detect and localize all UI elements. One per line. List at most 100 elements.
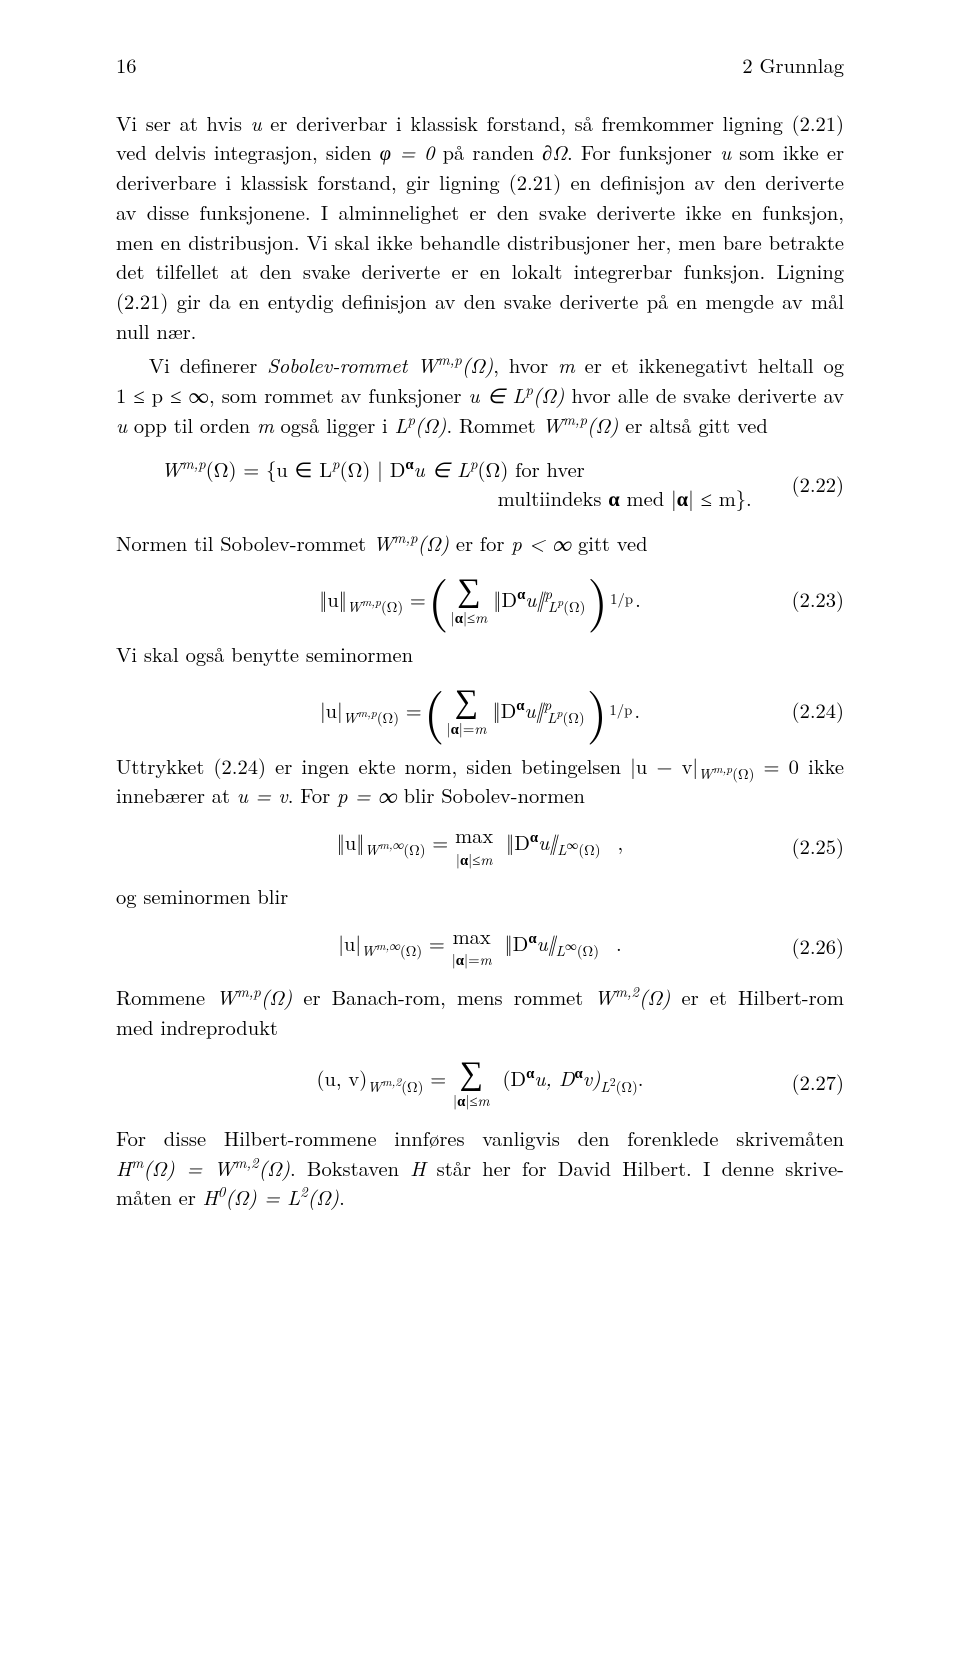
sub: L bbox=[557, 839, 566, 860]
equation-number: (2.25) bbox=[792, 831, 844, 861]
sup: α bbox=[405, 453, 413, 474]
text: som ikke er deriverbare i klassisk forst… bbox=[116, 137, 844, 344]
sym: (Ω) bbox=[415, 410, 446, 439]
sym: ‖D bbox=[492, 695, 516, 724]
text: Normen til Sobolev-rommet bbox=[116, 528, 373, 557]
sym: m bbox=[480, 949, 492, 970]
paragraph-6: og seminormen blir bbox=[116, 881, 844, 911]
sym: (Ω) bbox=[308, 1182, 339, 1211]
sym: ‖u‖ bbox=[337, 827, 365, 856]
text: hvor alle de svake deriverte av bbox=[564, 380, 844, 409]
sym: α bbox=[456, 949, 464, 970]
sup: m bbox=[131, 1152, 143, 1173]
math-inline: Wm,2(Ω) bbox=[594, 982, 670, 1011]
sym: (Ω) bbox=[462, 350, 493, 379]
sym: (Ω) bbox=[587, 410, 618, 439]
sup: m,p bbox=[393, 527, 417, 548]
math-inline: Wm,p(Ω) bbox=[373, 528, 449, 557]
sym: | ≤ m}. bbox=[688, 483, 752, 512]
sym: . bbox=[638, 1063, 644, 1092]
text: . Bokstaven bbox=[290, 1153, 410, 1182]
sym: (Ω) bbox=[261, 982, 292, 1011]
sym: W bbox=[542, 410, 562, 439]
text: er for bbox=[449, 528, 511, 557]
sup: m,p bbox=[237, 981, 261, 1002]
math-inline: p = ∞ bbox=[337, 780, 397, 809]
sym: m bbox=[478, 1090, 490, 1111]
sym: |u − v| bbox=[630, 751, 698, 780]
sup: m,∞ bbox=[376, 938, 400, 954]
sym: . bbox=[634, 695, 640, 725]
sym: (D bbox=[502, 1063, 526, 1092]
sym: ‖u‖ bbox=[319, 584, 347, 613]
sum-symbol: ∑ bbox=[457, 564, 480, 611]
sub: (Ω) bbox=[563, 596, 585, 617]
text: . For bbox=[288, 780, 337, 809]
sub: (Ω) bbox=[577, 940, 599, 961]
sym: H bbox=[203, 1182, 218, 1211]
sym: = 0 bbox=[754, 751, 799, 780]
sym: multiindeks bbox=[498, 483, 609, 512]
term-sobolev: Sobolev-rommet bbox=[267, 350, 407, 379]
sup: p bbox=[332, 453, 340, 474]
sym: (u, v) bbox=[317, 1063, 368, 1092]
sym: α bbox=[451, 718, 459, 739]
paragraph-5: Uttrykket (2.24) er ingen ekte norm, sid… bbox=[116, 751, 844, 810]
sym: . bbox=[616, 928, 622, 957]
sub: (Ω) bbox=[563, 707, 585, 728]
sup: m,p bbox=[182, 453, 206, 474]
page: 16 2 Grunnlag Vi ser at hvis u er derive… bbox=[0, 0, 960, 1665]
text: på randen bbox=[435, 137, 543, 166]
math-inline: φ = 0 bbox=[380, 137, 435, 166]
text: Rommene bbox=[116, 982, 216, 1011]
sup: m,2 bbox=[234, 1152, 258, 1173]
sym: α bbox=[455, 607, 463, 628]
sym: (Ω) bbox=[533, 380, 564, 409]
sub: W bbox=[364, 839, 379, 860]
text: Vi definerer bbox=[149, 350, 267, 379]
sub: (Ω) bbox=[377, 707, 399, 728]
sym: u, D bbox=[534, 1063, 574, 1092]
math-inline: m bbox=[257, 410, 274, 439]
sym: m bbox=[480, 849, 492, 870]
sym: (Ω) = W bbox=[143, 1153, 234, 1182]
equation-number: (2.23) bbox=[792, 584, 844, 614]
math-inline: ∂Ω bbox=[542, 137, 567, 166]
sym: u ∈ L bbox=[468, 380, 525, 409]
text: blir Sobolev-normen bbox=[397, 780, 585, 809]
sym: α bbox=[608, 484, 619, 513]
sym: ‖D bbox=[493, 584, 517, 613]
sub: (Ω) bbox=[381, 596, 403, 617]
eq-line-1: Wm,p(Ω) = {u ∈ Lp(Ω) | Dαu ∈ Lp(Ω) for h… bbox=[116, 454, 844, 484]
sym: u‖ bbox=[537, 928, 556, 957]
math-inline: Wm,p(Ω) bbox=[417, 350, 493, 379]
sym: α bbox=[677, 484, 688, 513]
math-inline: u bbox=[116, 410, 127, 439]
sub: (Ω) bbox=[578, 839, 600, 860]
text: . Rommet bbox=[446, 410, 542, 439]
sum-symbol: ∑ bbox=[460, 1047, 483, 1094]
sup: m,p bbox=[438, 350, 462, 371]
math-inline: 1 ≤ p ≤ ∞ bbox=[116, 380, 209, 409]
math-inline: u bbox=[251, 108, 262, 137]
sup: ∞ bbox=[565, 938, 577, 954]
sum-symbol: ∑ bbox=[455, 675, 478, 722]
sym: = bbox=[403, 584, 426, 613]
sym: v) bbox=[583, 1063, 601, 1092]
sym: = bbox=[399, 695, 422, 724]
sym: W bbox=[417, 350, 437, 379]
max: max bbox=[455, 820, 493, 849]
paragraph-4: Vi skal også benytte seminormen bbox=[116, 639, 844, 669]
sym: |u| bbox=[338, 928, 361, 957]
sup: m,p bbox=[358, 705, 377, 721]
sub: L bbox=[601, 1076, 610, 1097]
eq-body: |u|Wm,p(Ω) = ( ∑ |α|=m ‖Dαu‖pLp(Ω) ) 1/p… bbox=[116, 683, 844, 737]
math-inline: Wm,p(Ω) bbox=[216, 982, 292, 1011]
sym: ‖D bbox=[505, 928, 529, 957]
sym: = bbox=[422, 928, 452, 957]
sym: = bbox=[423, 1063, 453, 1092]
math-inline: p < ∞ bbox=[511, 528, 571, 557]
paren-left: ( bbox=[424, 689, 445, 732]
text: er altså gitt ved bbox=[618, 410, 767, 439]
sym: |u| bbox=[320, 695, 343, 724]
